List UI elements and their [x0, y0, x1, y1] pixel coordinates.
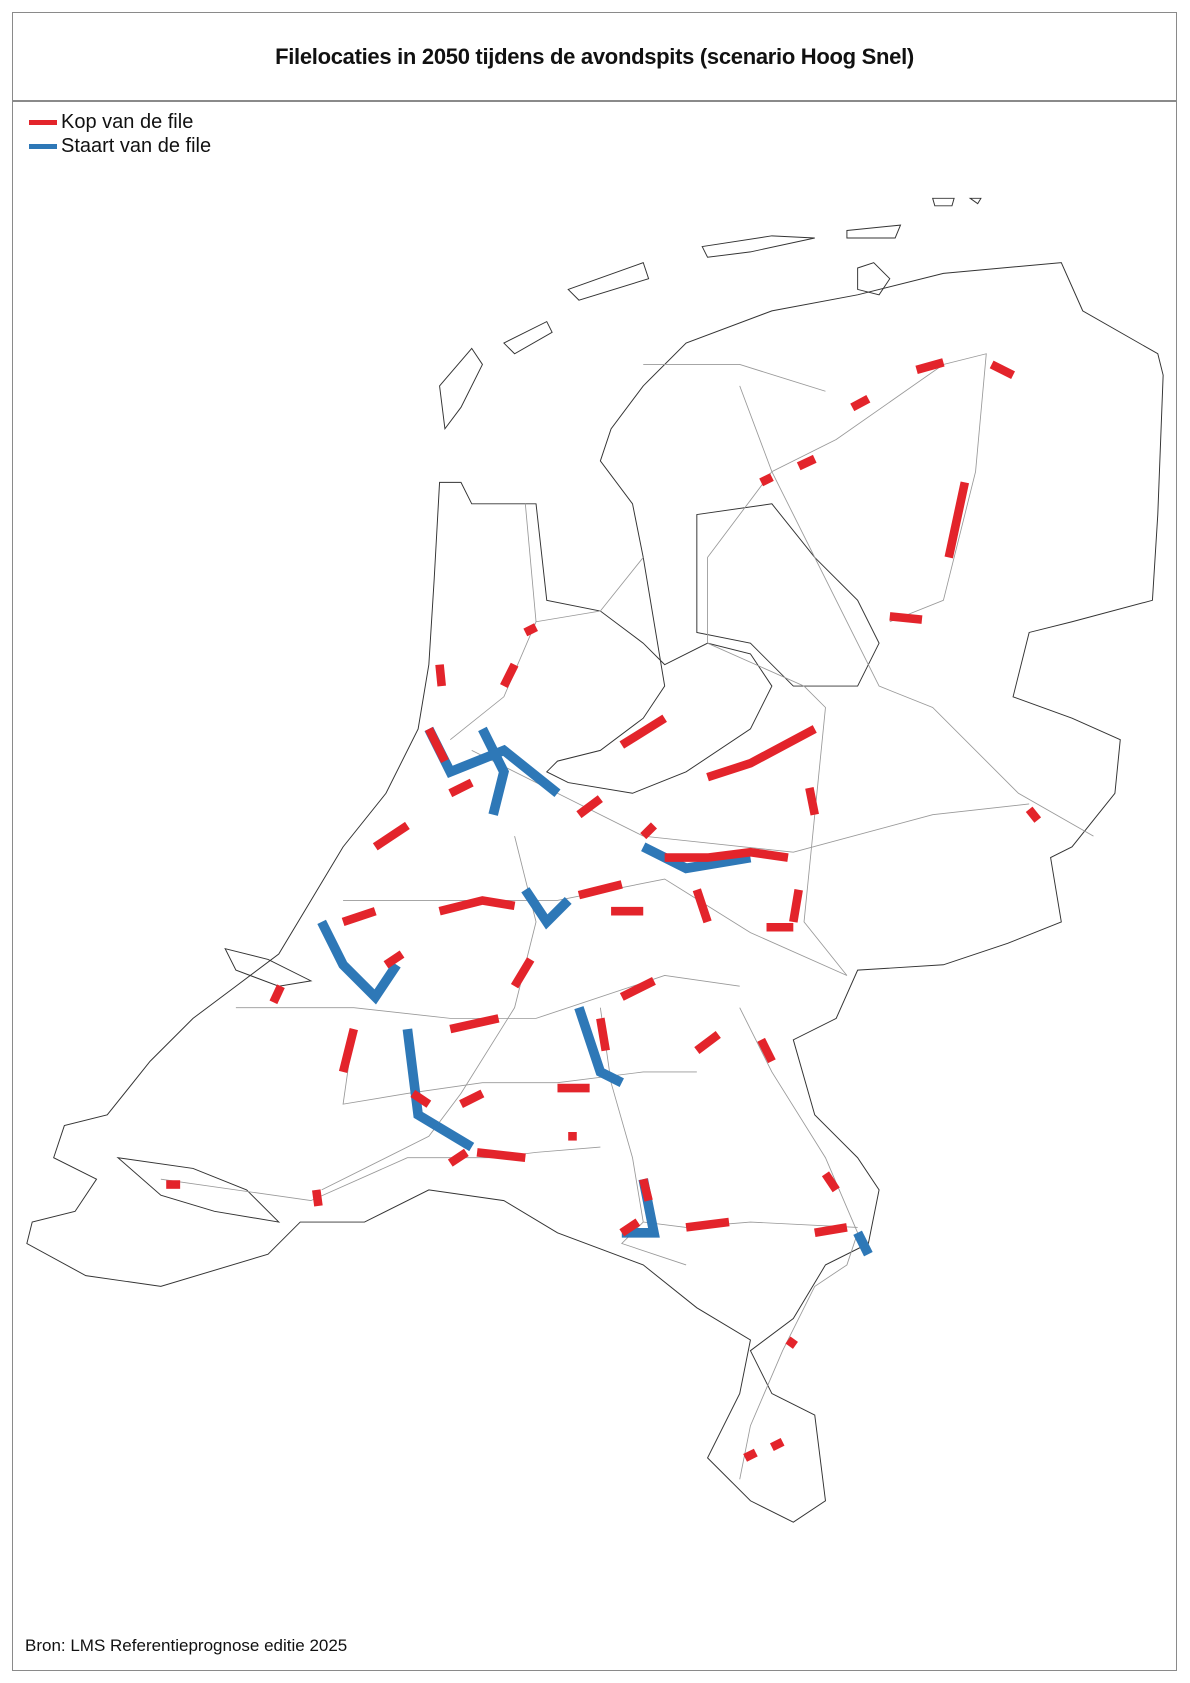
legend-item-head: Kop van de file: [29, 110, 211, 134]
blue-line-swatch-icon: [29, 143, 57, 149]
title-box: Filelocaties in 2050 tijdens de avondspi…: [13, 13, 1176, 102]
legend-item-tail: Staart van de file: [29, 134, 211, 158]
legend: Kop van de file Staart van de file: [29, 110, 211, 158]
congestion-tail-segments: [317, 726, 873, 1257]
road-network: [160, 353, 1094, 1480]
map-title: Filelocaties in 2050 tijdens de avondspi…: [275, 43, 914, 69]
red-line-swatch-icon: [29, 119, 57, 125]
source-note: Bron: LMS Referentieprognose editie 2025: [25, 1636, 348, 1655]
legend-label: Kop van de file: [61, 111, 194, 133]
legend-label: Staart van de file: [61, 135, 212, 157]
chart-frame: Filelocaties in 2050 tijdens de avondspi…: [12, 12, 1177, 1671]
congestion-head-segments: [166, 358, 1042, 1462]
land-outline: [26, 197, 1164, 1523]
